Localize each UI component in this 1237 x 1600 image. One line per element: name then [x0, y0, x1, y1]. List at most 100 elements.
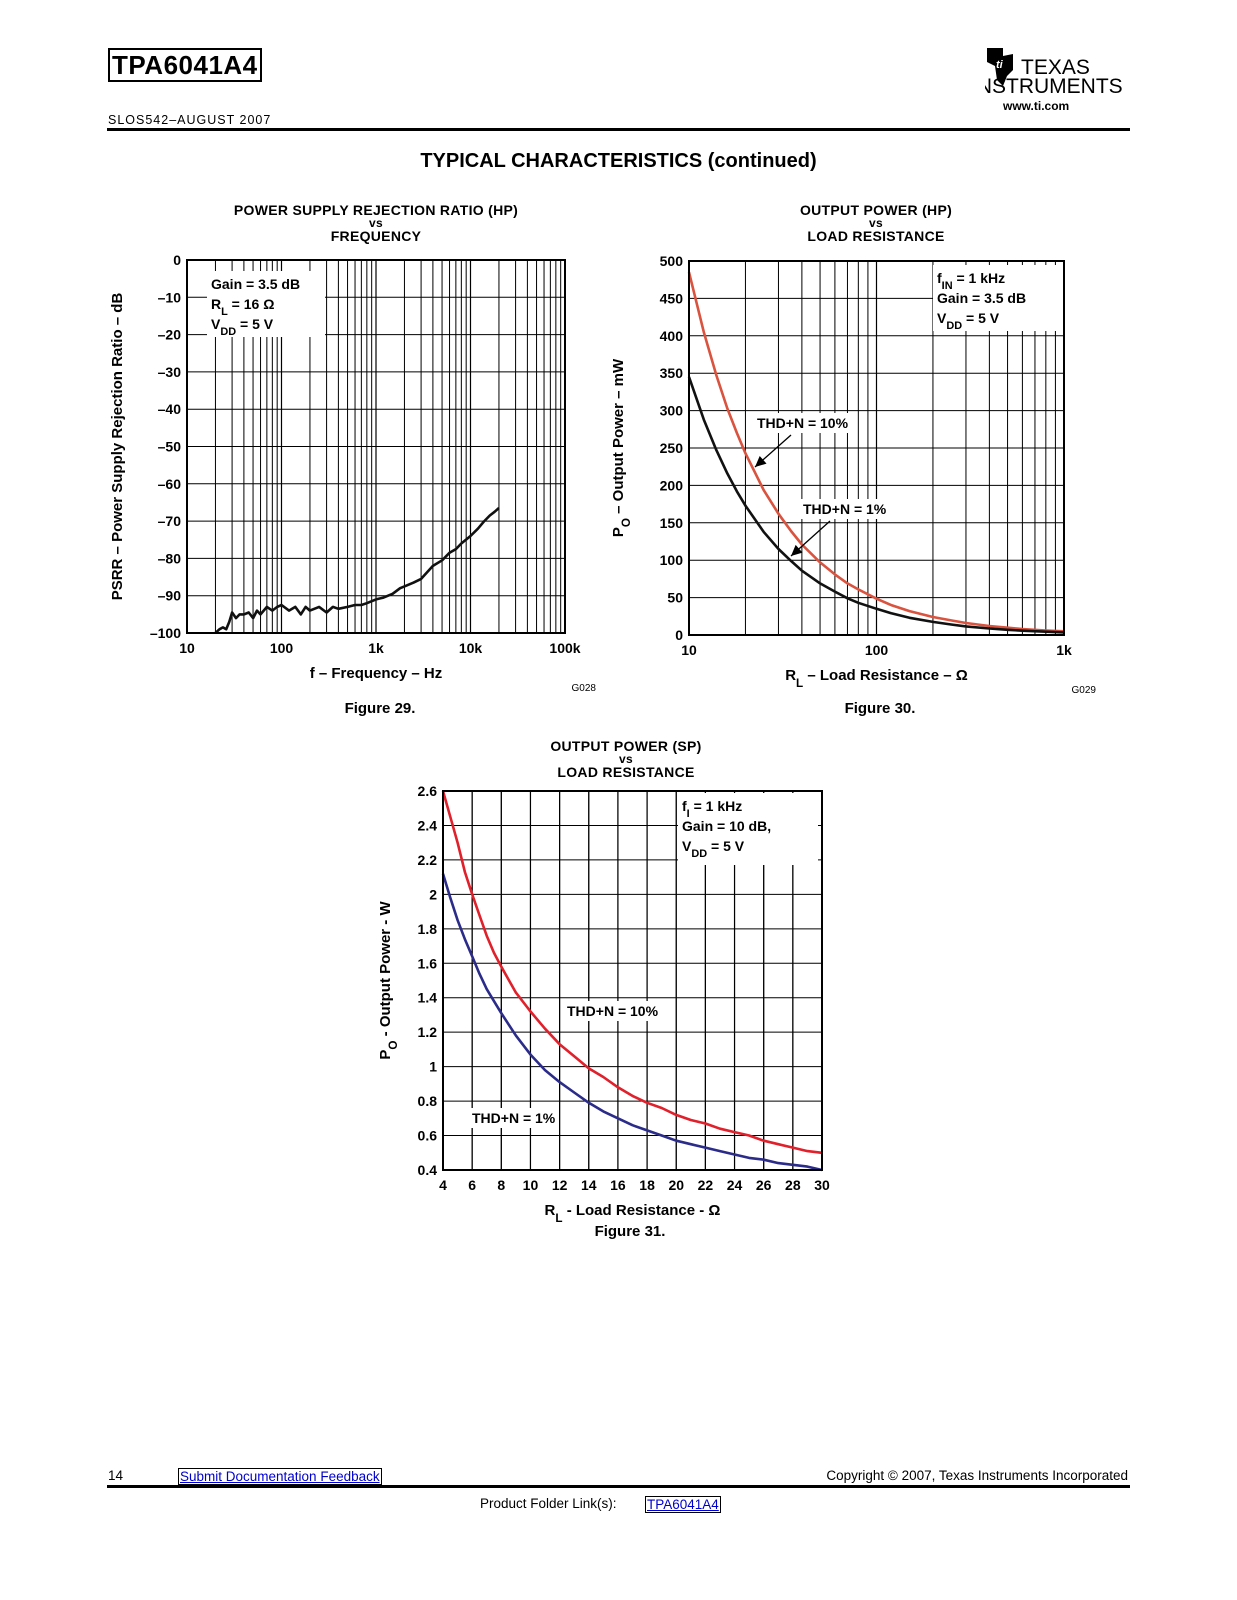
fig29-x-tick-label: 10k	[459, 640, 483, 656]
fig29-annotation-line-main: V	[211, 316, 221, 332]
fig31-title: OUTPUT POWER (SP) vs LOAD RESISTANCE	[426, 739, 826, 780]
fig30-annotation-bg	[933, 265, 1063, 331]
fig31-x-axis-label: RL - Load Resistance - Ω	[545, 1202, 721, 1225]
fig31-y-tick-label: 2.6	[418, 783, 438, 799]
fig31-annotation-line-sub: DD	[691, 848, 707, 860]
fig29-y-tick-label: –50	[158, 439, 182, 455]
fig29-annotation-line-rest: = 16 Ω	[228, 296, 275, 312]
fig30-series-line-0	[687, 271, 1065, 633]
fig31-curve-label-bg	[469, 1108, 557, 1128]
fig31-x-tick-label: 20	[668, 1177, 684, 1193]
fig29-y-tick-label: –80	[158, 550, 182, 566]
ti-emblem-icon: ti TEXAS INSTRUMENTS www.ti.com	[971, 48, 1123, 113]
fig31-x-axis-label-main: R	[545, 1202, 556, 1219]
fig29-title-line1: POWER SUPPLY REJECTION RATIO (HP)	[233, 202, 519, 218]
fig31-x-tick-label: 8	[497, 1177, 505, 1193]
fig31-x-tick-label: 26	[756, 1177, 772, 1193]
fig31-x-tick-label: 16	[610, 1177, 626, 1193]
fig30-title-line2: LOAD RESISTANCE	[807, 228, 945, 244]
fig29-y-tick-label: –40	[158, 401, 182, 417]
fig31-annotation-bg	[678, 793, 818, 865]
fig31-x-tick-label: 28	[785, 1177, 801, 1193]
fig30-figure-code: G029	[1072, 685, 1097, 696]
fig29-y-tick-label: –70	[158, 513, 182, 529]
fig30-y-tick-label: 250	[660, 440, 684, 456]
document-id: SLOS542–AUGUST 2007	[108, 113, 272, 127]
fig30-x-axis-label-sub: L	[796, 677, 803, 690]
fig31-curve-label: THD+N = 10%	[564, 1001, 661, 1021]
fig30-y-tick-label: 350	[660, 365, 684, 381]
fig31-x-tick-label: 6	[468, 1177, 476, 1193]
fig29-annotation-line-sub: L	[221, 306, 228, 318]
fig29-title-vs: vs	[369, 216, 383, 230]
fig29-x-axis-label: f – Frequency – Hz	[310, 665, 443, 682]
fig31-series-line-0	[441, 790, 823, 1155]
fig30-title-line1: OUTPUT POWER (HP)	[799, 202, 953, 218]
fig31-curve-label-text: THD+N = 10%	[567, 1003, 659, 1019]
fig31-y-tick-label: 2	[429, 886, 437, 902]
submit-feedback-link[interactable]: Submit Documentation Feedback	[178, 1468, 382, 1485]
fig31-annotation-line: fI = 1 kHz	[682, 798, 742, 820]
fig30-caption: Figure 30.	[844, 700, 916, 717]
fig30-y-tick-label: 300	[660, 403, 684, 419]
fig29-plot-frame	[186, 259, 566, 634]
fig30-curve-label-text: THD+N = 10%	[757, 415, 849, 431]
fig29-title-line2: FREQUENCY	[330, 228, 422, 244]
fig29-y-tick-label: –30	[158, 364, 182, 380]
header-rule	[107, 128, 1130, 131]
fig30-x-tick-label: 10	[681, 642, 697, 658]
fig30-y-axis-label-main: P	[610, 527, 627, 537]
fig30-y-tick-label: 400	[660, 328, 684, 344]
fig30-curve-label-bg	[800, 499, 888, 519]
fig29-y-tick-label: –10	[158, 289, 182, 305]
fig31-curve-label-bg	[564, 1001, 661, 1021]
fig29-x-tick-label: 10	[179, 640, 195, 656]
fig29-y-tick-label: –90	[158, 588, 182, 604]
fig30-annotation-line-main: f	[937, 270, 942, 286]
fig31-x-axis-label-sub: L	[555, 1212, 562, 1225]
section-title: TYPICAL CHARACTERISTICS (continued)	[420, 150, 817, 172]
fig31-x-axis-label-rest: - Load Resistance - Ω	[563, 1202, 721, 1219]
product-folder-link[interactable]: TPA6041A4	[645, 1496, 721, 1513]
fig31-annotation-line-main: f	[682, 798, 687, 814]
fig29-y-axis-label: PSRR – Power Supply Rejection Ratio – dB	[109, 293, 126, 601]
part-number: TPA6041A4	[108, 48, 262, 82]
fig31-y-tick-label: 2.4	[418, 817, 438, 833]
fig29-annotation-bg	[207, 271, 325, 337]
fig31-y-tick-label: 1.8	[418, 921, 438, 937]
fig30-y-axis-label-sub: O	[620, 518, 633, 527]
fig31-curve-label-text: THD+N = 1%	[472, 1110, 556, 1126]
fig30-x-tick-label: 100	[865, 642, 889, 658]
fig31-title-line1: OUTPUT POWER (SP)	[550, 738, 702, 754]
fig30-x-tick-label: 1k	[1056, 642, 1072, 658]
fig29-annotation-line-rest: = 5 V	[236, 316, 274, 332]
fig30-series-line-1	[687, 376, 1065, 634]
fig31-y-tick-label: 0.4	[418, 1162, 438, 1178]
svg-text:ti: ti	[996, 59, 1004, 71]
fig31-x-tick-label: 12	[552, 1177, 568, 1193]
fig30-annotation-line-rest: = 1 kHz	[953, 270, 1006, 286]
fig30-y-tick-label: 150	[660, 515, 684, 531]
fig30-curve-label-bg	[754, 413, 851, 433]
logo-url: www.ti.com	[1002, 99, 1069, 113]
fig30-x-axis-label-rest: – Load Resistance – Ω	[803, 667, 968, 684]
fig30-curve-label: THD+N = 1%	[790, 499, 888, 557]
fig30-title: OUTPUT POWER (HP) vs LOAD RESISTANCE	[676, 203, 1076, 244]
fig30-annotation-line: fIN = 1 kHz	[937, 270, 1005, 292]
fig29-annotation-line: RL = 16 Ω	[211, 296, 274, 318]
fig29-series-line-0	[214, 507, 500, 634]
fig30-annotation-line-rest: = 5 V	[962, 310, 1000, 326]
fig30-plot-frame	[688, 260, 1065, 636]
fig30-x-axis-label: RL – Load Resistance – Ω	[785, 667, 968, 690]
fig30-arrow-head	[755, 455, 767, 467]
fig29-y-tick-label: –60	[158, 476, 182, 492]
fig29-caption: Figure 29.	[344, 700, 416, 717]
fig31-y-tick-label: 0.6	[418, 1128, 438, 1144]
fig30-y-tick-label: 450	[660, 290, 684, 306]
fig29-annotation-line-sub: DD	[220, 326, 236, 338]
